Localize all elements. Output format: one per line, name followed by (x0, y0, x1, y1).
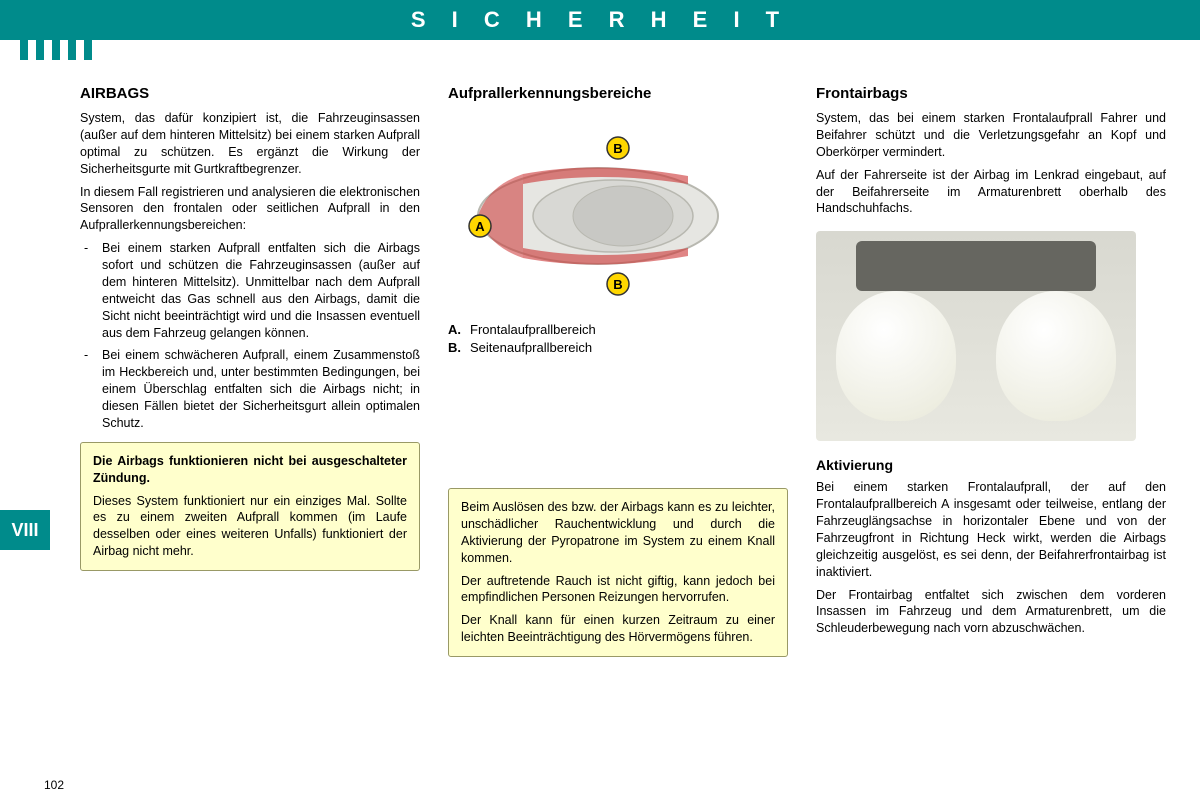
text-front-2: Auf der Fahrerseite ist der Airbag im Le… (816, 167, 1166, 218)
list-item-strong-impact: Bei einem starken Aufprall entfalten sic… (80, 240, 420, 341)
subheading-activation: Aktivierung (816, 457, 1166, 473)
list-item-weak-impact: Bei einem schwächeren Aufprall, einem Zu… (80, 347, 420, 431)
page-number: 102 (44, 778, 64, 792)
column-front-airbags: Frontairbags System, das bei einem stark… (816, 85, 1166, 657)
decorative-stripes (20, 0, 92, 60)
column-detection-zones: Aufprallerkennungsbereiche A B (448, 85, 788, 657)
svg-text:B: B (613, 141, 622, 156)
infobox-hearing: Der Knall kann für einen kurzen Zeitraum… (461, 612, 775, 646)
text-activation-1: Bei einem starken Frontalaufprall, der a… (816, 479, 1166, 580)
page-content: AIRBAGS System, das dafür konzipiert ist… (80, 85, 1170, 657)
column-airbags: AIRBAGS System, das dafür konzipiert ist… (80, 85, 420, 657)
heading-front-airbags: Frontairbags (816, 85, 1166, 102)
text-intro-1: System, das dafür konzipiert ist, die Fa… (80, 110, 420, 178)
svg-text:A: A (475, 219, 485, 234)
legend-a-text: Frontalaufprallbereich (470, 322, 596, 337)
legend-b-text: Seitenaufprallbereich (470, 340, 592, 355)
text-intro-2: In diesem Fall registrieren und analysie… (80, 184, 420, 235)
figure-front-airbags (816, 231, 1136, 441)
text-activation-2: Der Frontairbag entfaltet sich zwischen … (816, 587, 1166, 638)
infobox-body: Dieses System funktioniert nur ein einzi… (93, 493, 407, 561)
infobox-lead: Die Airbags funktionieren nicht bei ausg… (93, 453, 407, 487)
heading-airbags: AIRBAGS (80, 85, 420, 102)
infobox-smoke: Beim Auslösen des bzw. der Airbags kann … (461, 499, 775, 567)
infobox-deployment-effects: Beim Auslösen des bzw. der Airbags kann … (448, 488, 788, 657)
chapter-tab: VIII (0, 510, 50, 550)
infobox-ignition: Die Airbags funktionieren nicht bei ausg… (80, 442, 420, 571)
header-title: S I C H E R H E I T (0, 0, 1200, 40)
text-front-1: System, das bei einem starken Frontalauf… (816, 110, 1166, 161)
legend-a: A.Frontalaufprallbereich (448, 322, 788, 337)
svg-text:B: B (613, 277, 622, 292)
figure-car-zones: A B B (448, 116, 748, 316)
legend-b: B.Seitenaufprallbereich (448, 340, 788, 355)
heading-detection-zones: Aufprallerkennungsbereiche (448, 85, 788, 102)
infobox-nontoxic: Der auftretende Rauch ist nicht giftig, … (461, 573, 775, 607)
